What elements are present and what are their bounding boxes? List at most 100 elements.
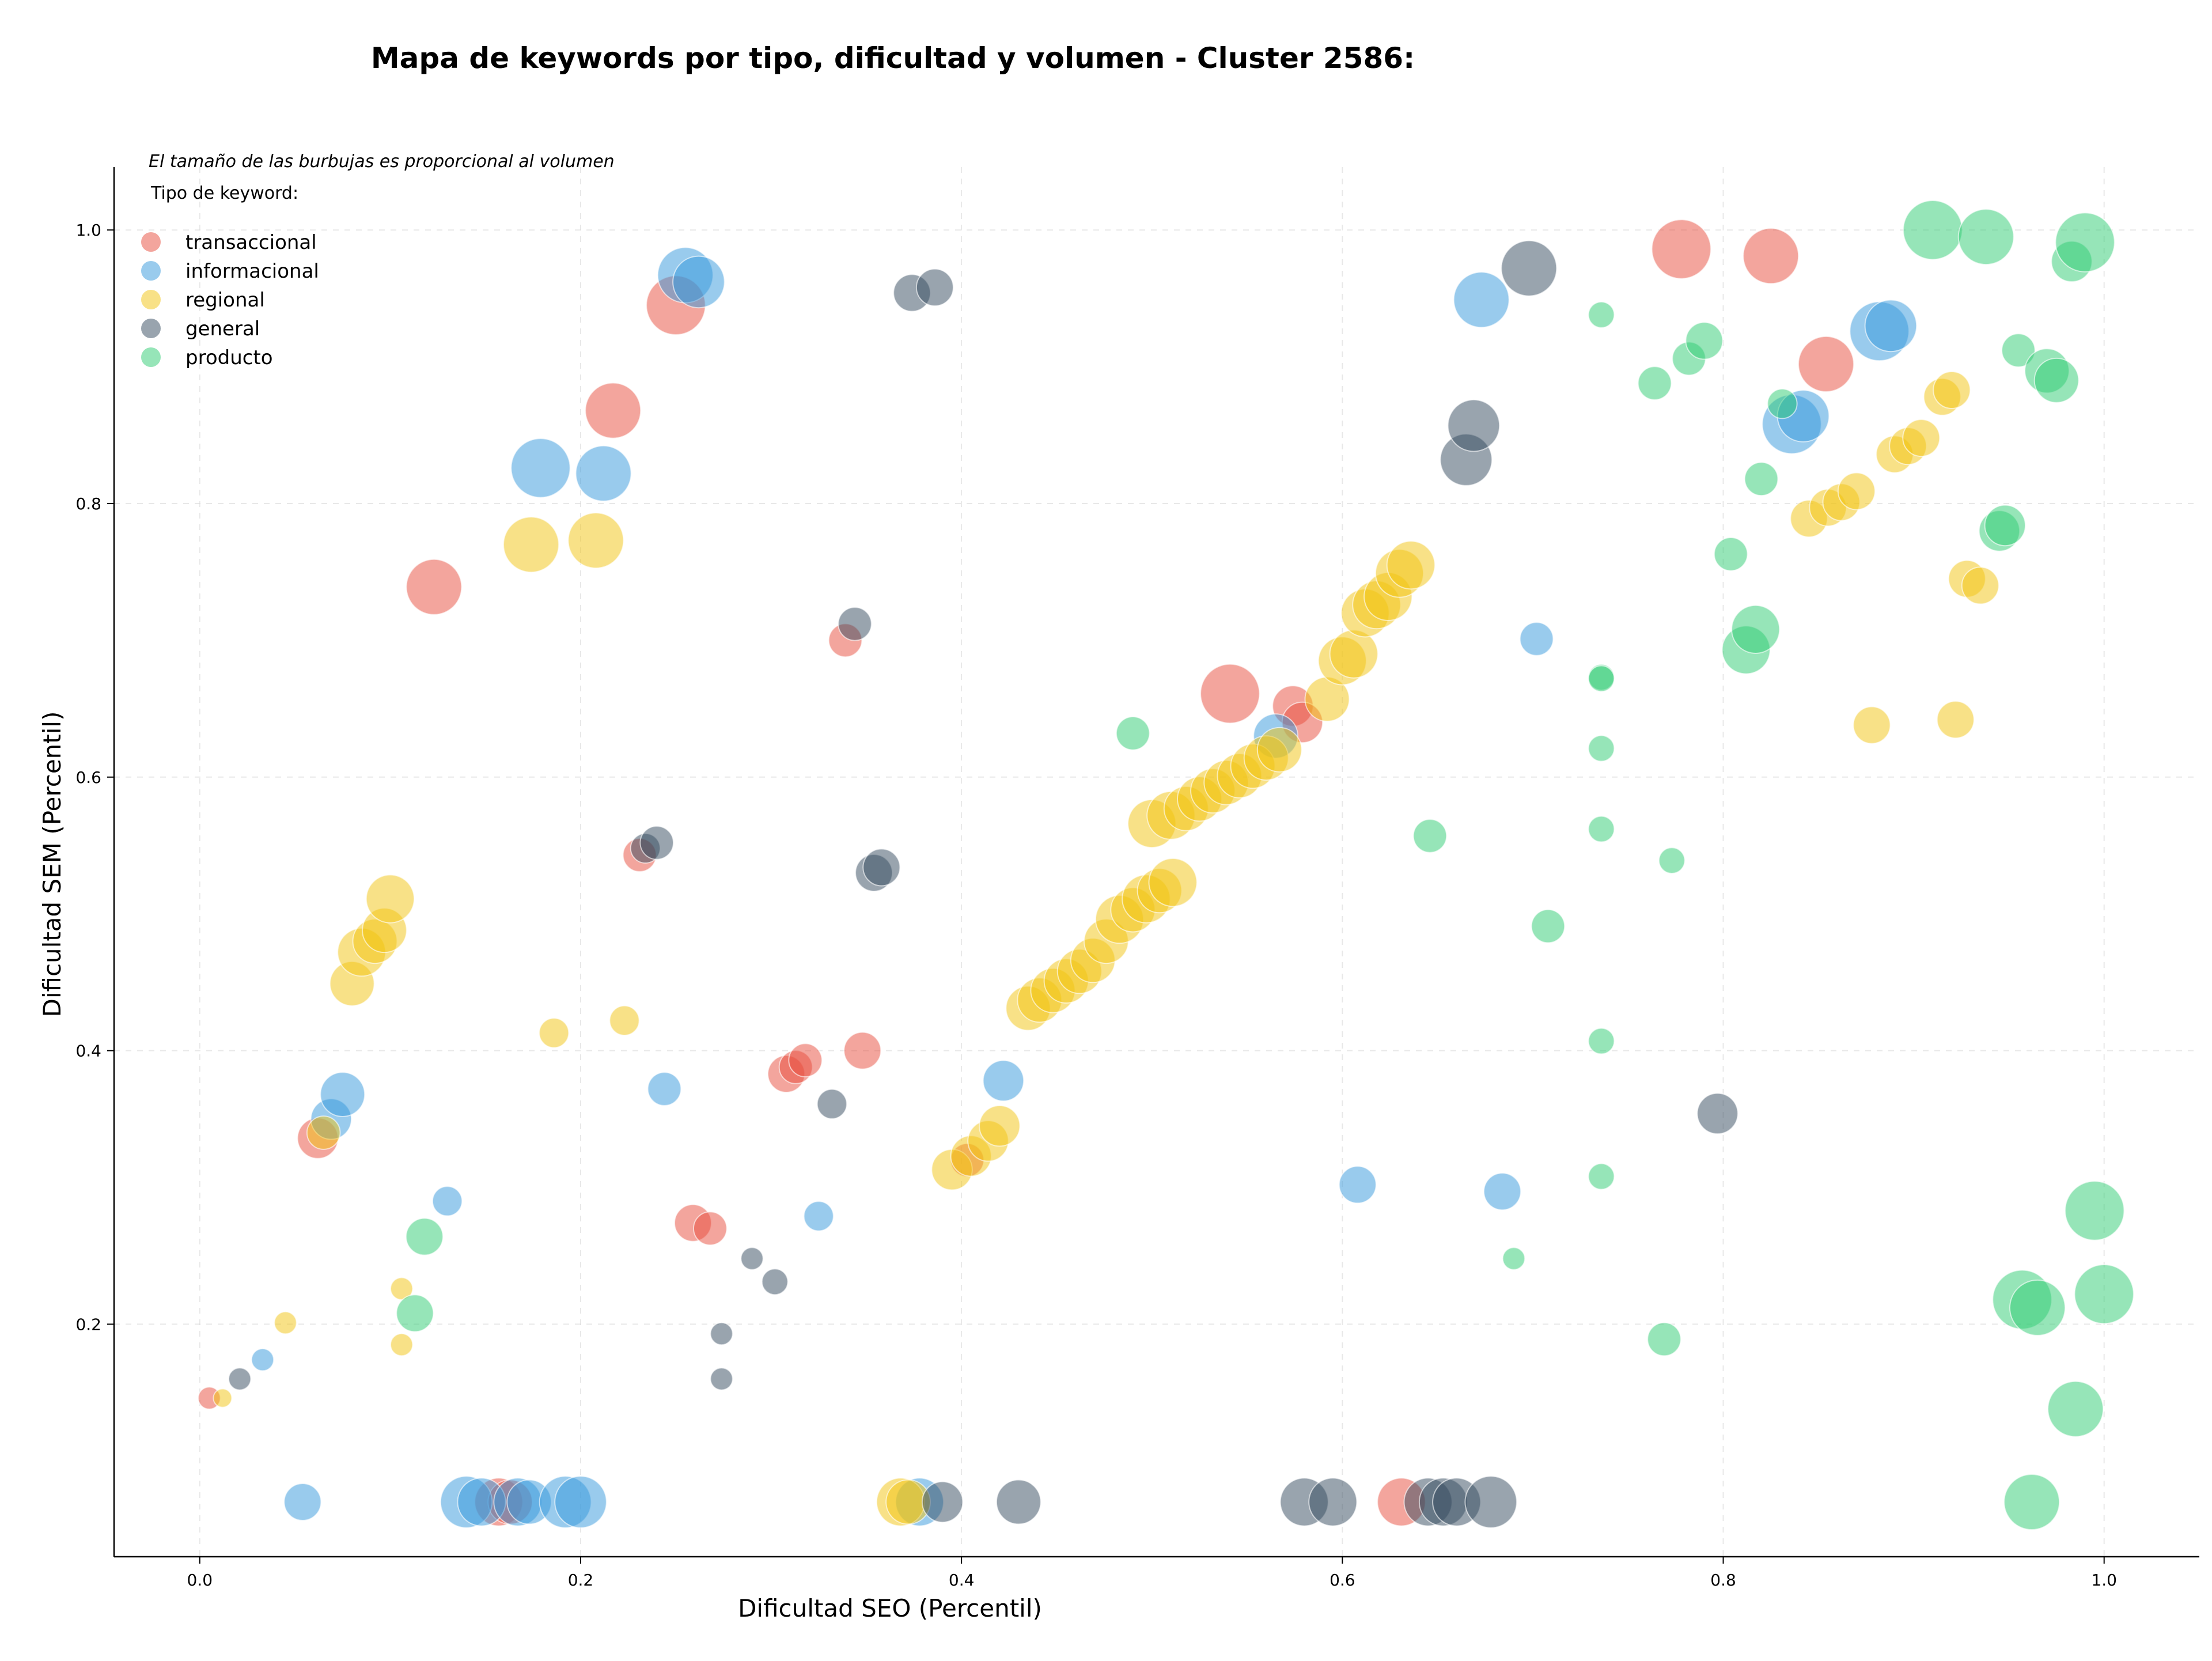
- series-producto: [396, 200, 2134, 1530]
- bubble-producto[interactable]: [1637, 366, 1672, 400]
- bubble-producto[interactable]: [1744, 461, 1779, 497]
- bubble-transaccional[interactable]: [585, 382, 642, 439]
- bubble-producto[interactable]: [2001, 333, 2036, 368]
- bubble-transaccional[interactable]: [788, 1043, 823, 1077]
- bubble-regional[interactable]: [1837, 472, 1876, 510]
- bubble-producto[interactable]: [1502, 1247, 1526, 1270]
- series-general: [228, 240, 1738, 1528]
- bubble-informacional[interactable]: [1864, 299, 1918, 353]
- bubble-producto[interactable]: [2074, 1264, 2134, 1325]
- bubble-general[interactable]: [1308, 1477, 1358, 1527]
- bubble-general[interactable]: [915, 268, 954, 307]
- bubble-producto[interactable]: [2055, 212, 2115, 273]
- bubble-regional[interactable]: [1902, 419, 1941, 457]
- bubble-producto[interactable]: [396, 1294, 434, 1333]
- bubble-regional[interactable]: [213, 1388, 233, 1408]
- bubble-regional[interactable]: [1853, 706, 1891, 744]
- bubble-producto[interactable]: [2065, 1181, 2125, 1241]
- bubble-regional[interactable]: [979, 1105, 1021, 1147]
- bubble-general[interactable]: [921, 1481, 964, 1523]
- bubble-general[interactable]: [995, 1479, 1041, 1525]
- bubble-producto[interactable]: [2033, 357, 2080, 403]
- legend: transaccional informacional regional genera…: [141, 231, 319, 369]
- bubble-general[interactable]: [740, 1247, 764, 1270]
- bubble-informacional[interactable]: [672, 255, 725, 309]
- bubble-producto[interactable]: [2009, 1279, 2066, 1336]
- bubble-producto[interactable]: [1115, 716, 1150, 751]
- bubble-informacional[interactable]: [982, 1060, 1025, 1102]
- bubble-producto[interactable]: [1588, 301, 1615, 328]
- bubble-regional[interactable]: [1936, 701, 1975, 739]
- bubble-producto[interactable]: [405, 1217, 444, 1256]
- bubble-informacional[interactable]: [1338, 1166, 1377, 1204]
- bubble-general[interactable]: [1464, 1475, 1517, 1528]
- bubble-regional[interactable]: [274, 1311, 297, 1335]
- bubble-transaccional[interactable]: [843, 1031, 882, 1070]
- bubble-general[interactable]: [838, 607, 872, 641]
- bubble-general[interactable]: [228, 1367, 252, 1391]
- bubble-regional[interactable]: [306, 1115, 341, 1150]
- bubble-informacional[interactable]: [431, 1186, 463, 1217]
- bubble-transaccional[interactable]: [693, 1211, 728, 1246]
- bubble-regional[interactable]: [503, 516, 559, 573]
- bubble-general[interactable]: [710, 1322, 733, 1346]
- bubble-general[interactable]: [710, 1367, 733, 1391]
- bubble-regional[interactable]: [1933, 371, 1971, 409]
- bubble-transaccional[interactable]: [1200, 663, 1260, 724]
- bubble-producto[interactable]: [2047, 1380, 2104, 1437]
- bubble-informacional[interactable]: [647, 1072, 682, 1106]
- bubble-general[interactable]: [1447, 399, 1501, 452]
- bubble-regional[interactable]: [390, 1333, 414, 1357]
- bubble-producto[interactable]: [1713, 537, 1748, 572]
- bubble-informacional[interactable]: [320, 1072, 366, 1117]
- bubble-informacional[interactable]: [803, 1201, 834, 1232]
- bubble-general[interactable]: [639, 826, 674, 860]
- bubble-producto[interactable]: [1647, 1322, 1681, 1357]
- x-axis-label: Dificultad SEO (Percentil): [738, 1594, 1042, 1622]
- bubble-general[interactable]: [816, 1088, 847, 1119]
- bubble-general[interactable]: [761, 1268, 789, 1296]
- bubble-regional[interactable]: [567, 512, 624, 569]
- bubble-informacional[interactable]: [283, 1483, 322, 1521]
- bubble-producto[interactable]: [1588, 1027, 1615, 1055]
- bubble-producto[interactable]: [1984, 504, 2027, 547]
- bubble-informacional[interactable]: [1519, 622, 1554, 656]
- bubble-producto[interactable]: [1685, 321, 1724, 360]
- bubble-producto[interactable]: [1731, 604, 1781, 654]
- bubble-regional[interactable]: [1329, 629, 1378, 679]
- bubble-producto[interactable]: [1658, 847, 1685, 874]
- bubble-transaccional[interactable]: [1743, 228, 1800, 285]
- bubble-producto[interactable]: [1903, 200, 1963, 260]
- bubble-regional[interactable]: [365, 874, 415, 924]
- bubble-general[interactable]: [1696, 1092, 1738, 1135]
- bubble-regional[interactable]: [1148, 858, 1198, 907]
- bubble-regional[interactable]: [1961, 566, 1999, 605]
- bubble-informacional[interactable]: [554, 1475, 607, 1528]
- bubble-producto[interactable]: [1588, 665, 1615, 693]
- bubble-producto[interactable]: [1588, 815, 1615, 843]
- bubble-producto[interactable]: [1531, 909, 1566, 944]
- bubble-regional[interactable]: [609, 1005, 640, 1036]
- bubble-informacional[interactable]: [1483, 1172, 1521, 1211]
- y-tick-label: 0.6: [75, 768, 101, 787]
- bubble-producto[interactable]: [1767, 388, 1798, 419]
- bubble-general[interactable]: [1501, 240, 1558, 297]
- bubble-informacional[interactable]: [251, 1348, 275, 1372]
- bubble-transaccional[interactable]: [1651, 219, 1712, 279]
- bubble-regional[interactable]: [1386, 540, 1435, 590]
- bubble-general[interactable]: [862, 848, 901, 887]
- bubble-regional[interactable]: [1256, 727, 1302, 773]
- bubble-producto[interactable]: [1588, 735, 1615, 762]
- bubble-producto[interactable]: [1412, 819, 1448, 853]
- bubble-producto[interactable]: [1957, 209, 2014, 266]
- bubble-producto[interactable]: [1588, 1163, 1615, 1190]
- x-tick-label: 1.0: [2091, 1571, 2117, 1590]
- bubble-informacional[interactable]: [575, 445, 632, 502]
- bubble-informacional[interactable]: [510, 438, 571, 498]
- x-tick-label: 0.0: [187, 1571, 213, 1590]
- bubble-producto[interactable]: [2003, 1474, 2061, 1530]
- bubble-regional[interactable]: [539, 1017, 570, 1049]
- bubble-informacional[interactable]: [1453, 271, 1510, 328]
- bubble-transaccional[interactable]: [1798, 335, 1854, 392]
- bubble-transaccional[interactable]: [406, 558, 463, 615]
